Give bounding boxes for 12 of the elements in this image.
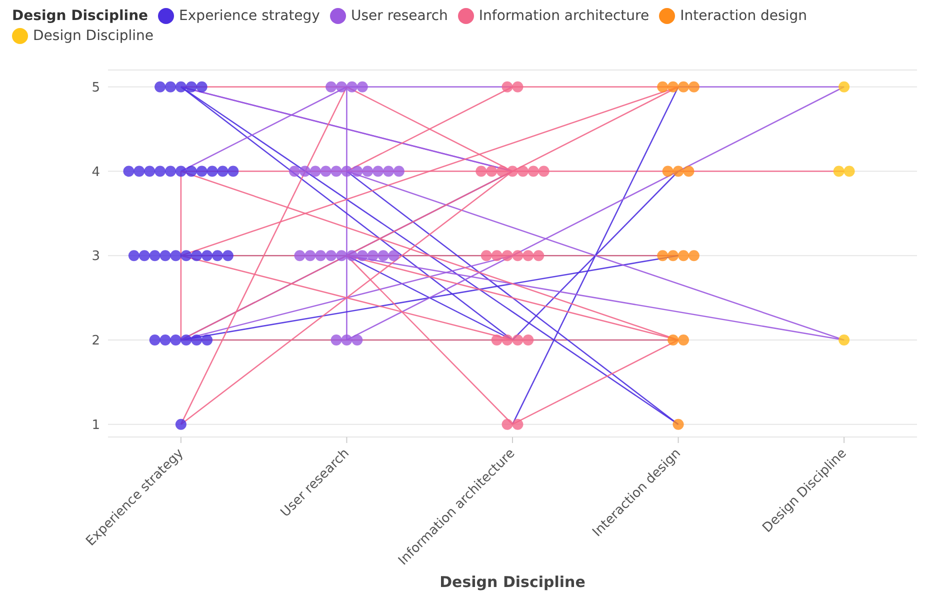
y-tick-label: 1 <box>92 418 100 433</box>
legend-label: Experience strategy <box>178 8 320 24</box>
legend-label: Information architecture <box>478 8 650 24</box>
x-axis-title: Design Discipline <box>440 573 586 591</box>
y-tick-label: 2 <box>92 334 100 349</box>
legend-label: Interaction design <box>679 8 807 24</box>
legend-label: Design Discipline <box>32 28 154 44</box>
y-tick-label: 5 <box>92 80 100 96</box>
legend-label: User research <box>350 8 448 24</box>
y-tick-label: 3 <box>92 249 100 264</box>
legend-title: Design Discipline <box>12 8 148 24</box>
y-tick-label: 4 <box>92 164 100 180</box>
